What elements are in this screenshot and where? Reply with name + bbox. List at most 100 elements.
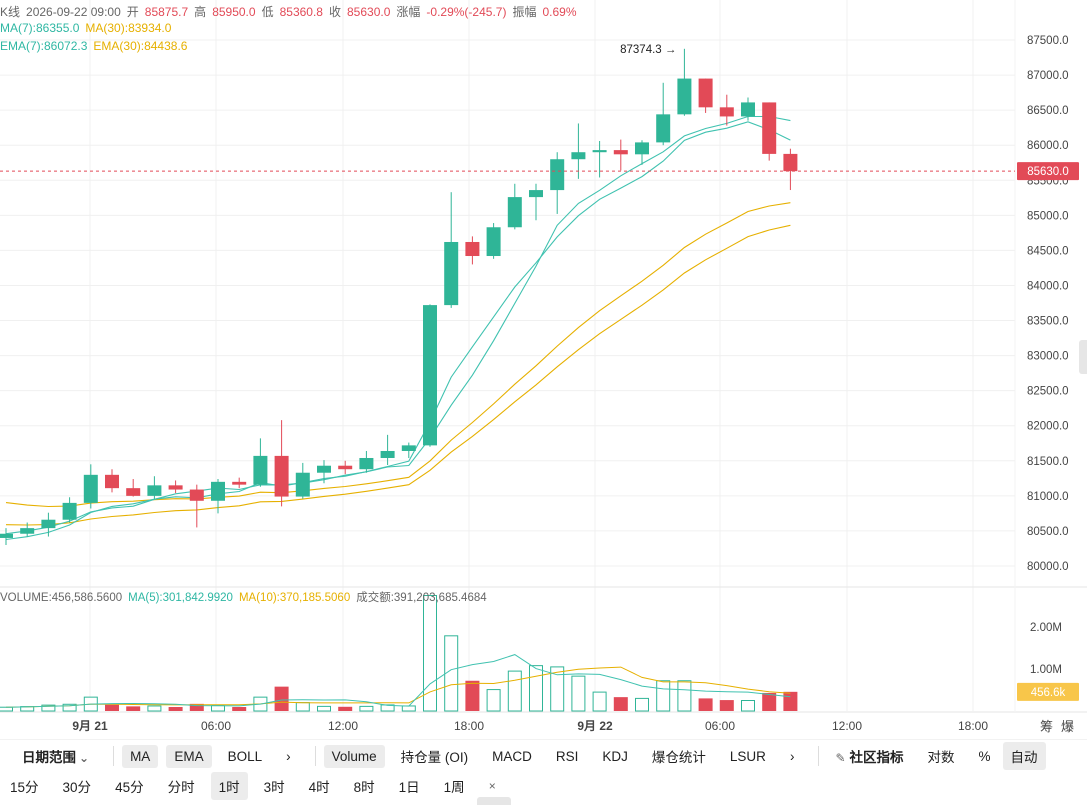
time-tick-label: 12:00 — [328, 719, 358, 733]
candle-body — [783, 153, 798, 172]
line1-value-2: 开 — [126, 5, 139, 19]
ema-info-line: EMA(7):86072.3 EMA(30):84438.6 — [0, 39, 193, 53]
ma-info-line: MA(7):86355.0 MA(30):83934.0 — [0, 21, 177, 35]
interval-6[interactable]: 4时 — [308, 780, 330, 795]
time-tick-label: 18:00 — [454, 719, 484, 733]
right-panel-toggle[interactable] — [1079, 340, 1087, 374]
price-tick-label: 84000.0 — [1027, 280, 1069, 292]
resize-handle[interactable] — [477, 797, 511, 805]
chart-svg: 80000.0 80500.0 81000.0 81500.0 82000.0 82500… — [0, 0, 1087, 740]
price-tick-label: 83000.0 — [1027, 351, 1069, 363]
price-tick-label: 87500.0 — [1027, 35, 1069, 47]
auto-scale-button[interactable]: 自动 — [1002, 742, 1046, 770]
candle-body — [295, 472, 310, 497]
volume-bar — [529, 665, 543, 712]
volume-bar — [317, 705, 331, 712]
volume-button[interactable]: Volume — [323, 744, 385, 768]
candle-body — [41, 519, 56, 529]
line1-value-11: -0.29%(-245.7) — [426, 5, 507, 19]
candle-body — [698, 78, 713, 108]
line1-value-1: 2026-09-22 09:00 — [26, 5, 121, 19]
candle-body — [635, 142, 649, 155]
interval-5[interactable]: 3时 — [263, 780, 285, 795]
time-tick-label: 9月 21 — [72, 719, 108, 733]
price-chart[interactable]: 80000.0 80500.0 81000.0 81500.0 82000.0 82500… — [0, 0, 1087, 740]
more-sub-indicators-chevron-icon[interactable]: › — [789, 748, 795, 764]
interval-3[interactable]: 分时 — [167, 780, 195, 795]
candle-body — [317, 465, 331, 473]
interval-2[interactable]: 45分 — [115, 780, 144, 795]
lsur-button[interactable]: LSUR — [729, 748, 766, 764]
axis-corner-label-a: 筹 — [1040, 719, 1053, 735]
macd-button[interactable]: MACD — [492, 748, 532, 764]
time-tick-label: 12:00 — [832, 719, 862, 733]
log-scale-button[interactable]: 对数 — [927, 750, 955, 765]
line1-value-4: 高 — [194, 5, 207, 19]
ma30-line — [5, 202, 791, 508]
time-tick-label: 18:00 — [958, 719, 988, 733]
candle-body — [592, 150, 607, 153]
community-indicators-button[interactable]: ✎ 社区指标 — [827, 742, 911, 770]
price-tick-label: 86000.0 — [1027, 140, 1069, 152]
rsi-button[interactable]: RSI — [555, 748, 579, 764]
price-tick-label: 80500.0 — [1027, 526, 1069, 538]
volume-bar — [359, 705, 374, 712]
price-tick-label: 83500.0 — [1027, 316, 1069, 328]
line1-value-5: 85950.0 — [212, 5, 256, 19]
interval-4[interactable]: 1时 — [210, 772, 248, 800]
volume-bar — [762, 692, 777, 711]
interval-1[interactable]: 30分 — [62, 780, 92, 795]
candle-body — [168, 485, 183, 490]
date-range-dropdown[interactable]: 日期范围 ⌄ — [14, 742, 97, 770]
percent-scale-button[interactable]: % — [978, 748, 991, 764]
ema-button[interactable]: EMA — [166, 744, 212, 768]
candle-body — [338, 465, 353, 470]
ma-button[interactable]: MA — [122, 744, 159, 768]
volume-bar — [401, 705, 416, 712]
ohlc-info-line: K线 2026-09-22 09:00 开 85875.7 高 85950.0 低 85360… — [0, 3, 583, 20]
close-icon[interactable]: × — [488, 779, 496, 793]
candle-body — [444, 241, 459, 306]
volume-bar — [338, 706, 353, 711]
volume-bar — [62, 703, 77, 712]
price-tick-label: 81000.0 — [1027, 491, 1069, 503]
candle-body — [274, 455, 289, 497]
indicator-toolbar: 日期范围 ⌄ MA EMA BOLL › Volume 持仓量 (OI) MACD… — [0, 741, 1087, 771]
kdj-button[interactable]: KDJ — [602, 748, 628, 764]
volume-bar — [105, 704, 119, 711]
interval-7[interactable]: 8时 — [353, 780, 375, 795]
candle-body — [656, 114, 671, 143]
line1-value-3: 85875.7 — [144, 5, 189, 19]
interval-0[interactable]: 15分 — [10, 780, 39, 795]
liquidation-stats-button[interactable]: 爆仓统计 — [651, 750, 706, 765]
interval-9[interactable]: 1周 — [443, 780, 465, 795]
volume-bar — [189, 703, 204, 711]
line1-value-0: K线 — [0, 5, 21, 19]
volume-bar — [486, 689, 501, 712]
divider — [818, 746, 820, 766]
volume-bar — [592, 691, 607, 712]
line3-value-1: EMA(30):84438.6 — [93, 39, 188, 53]
candle-body — [126, 488, 141, 496]
volume-ma10-line — [5, 666, 791, 708]
candle-body — [62, 502, 77, 520]
candle-body — [83, 474, 98, 503]
volume-bar — [41, 704, 56, 712]
line1-value-8: 收 — [328, 5, 341, 19]
interval-8[interactable]: 1日 — [398, 780, 420, 795]
divider — [113, 746, 115, 766]
more-main-indicators-chevron-icon[interactable]: › — [286, 748, 291, 764]
volume-bar — [741, 700, 755, 712]
candle-body — [507, 197, 522, 228]
candle-body — [401, 445, 416, 451]
price-tick-label: 85000.0 — [1027, 210, 1069, 222]
boll-button[interactable]: BOLL — [227, 748, 263, 764]
volume-tick-label: 2.00M — [1030, 622, 1062, 634]
ema30-line — [5, 224, 791, 526]
oi-button[interactable]: 持仓量 (OI) — [400, 750, 469, 765]
candle-body — [677, 78, 692, 115]
candle-body — [253, 455, 268, 485]
candle-body — [486, 227, 501, 257]
volline-value-1: MA(5):301,842.9920 — [128, 592, 233, 604]
line3-value-0: EMA(7):86072.3 — [0, 39, 88, 53]
